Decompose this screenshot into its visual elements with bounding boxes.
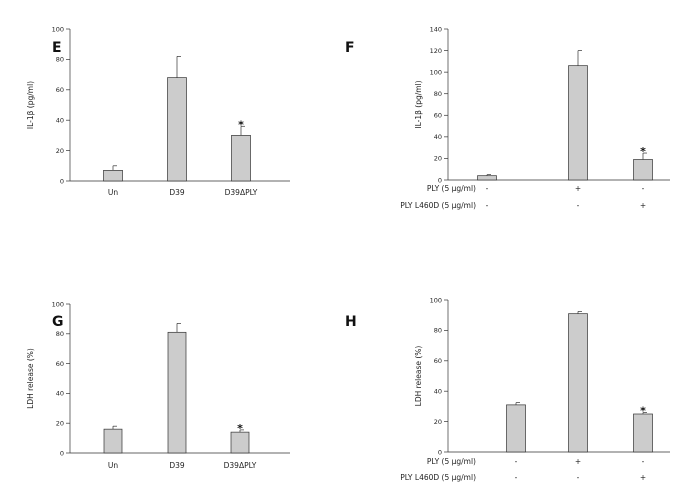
y-tick-label: 60	[434, 357, 442, 365]
y-axis-label: LDH release (%)	[26, 348, 35, 409]
y-tick-label: 0	[438, 176, 442, 184]
condition-label: PLY (5 μg/ml)	[427, 457, 476, 466]
y-tick-label: 100	[52, 25, 64, 33]
bar	[568, 313, 588, 453]
condition-sign: -	[486, 201, 489, 210]
chart-panel-f: F IL-1β (pg/ml) 0 20 40 60 80 100 120 140 * PLY (5 …	[345, 25, 670, 210]
chart-panel-g: G LDH release (%) 0 20 40 60 80 100 * Un D39 D39ΔPL…	[26, 300, 290, 470]
chart-panel-h: H LDH release (%) 0 20 40 60 80 100 * PLY (5 μg/m…	[345, 296, 670, 482]
y-axis-label: IL-1β (pg/ml)	[26, 81, 35, 129]
condition-sign: -	[577, 201, 580, 210]
condition-sign: -	[642, 457, 645, 466]
condition-sign: -	[577, 473, 580, 482]
panel-label: H	[345, 314, 357, 330]
y-tick-label: 20	[434, 418, 442, 426]
y-tick-label: 40	[56, 117, 64, 125]
chart-panel-e: E IL-1β (pg/ml) 0 20 40 60 80 100 * Un D39 D39ΔPLY	[26, 25, 290, 197]
significance-marker: *	[640, 145, 646, 158]
condition-sign: +	[575, 457, 581, 466]
y-tick-label: 100	[430, 68, 442, 76]
bar	[633, 413, 653, 453]
bar	[633, 159, 653, 181]
y-tick-label: 60	[434, 112, 442, 120]
bar	[230, 431, 250, 454]
x-category-label: D39ΔPLY	[224, 461, 257, 470]
y-tick-label: 20	[56, 147, 64, 155]
condition-label: PLY (5 μg/ml)	[427, 184, 476, 193]
condition-sign: +	[640, 201, 646, 210]
x-category-label: Un	[108, 188, 118, 197]
y-tick-label: 0	[60, 177, 64, 185]
y-tick-label: 40	[56, 390, 64, 398]
condition-sign: +	[640, 473, 646, 482]
y-tick-label: 40	[434, 133, 442, 141]
y-tick-label: 80	[56, 330, 64, 338]
y-tick-label: 80	[434, 327, 442, 335]
y-tick-label: 80	[56, 56, 64, 64]
x-category-label: D39	[169, 188, 185, 197]
y-axis-label: LDH release (%)	[414, 346, 423, 407]
significance-marker: *	[640, 404, 646, 417]
condition-label: PLY L460D (5 μg/ml)	[400, 201, 476, 210]
y-tick-label: 100	[52, 300, 64, 308]
y-tick-label: 0	[60, 449, 64, 457]
y-tick-label: 40	[434, 388, 442, 396]
condition-sign: -	[515, 457, 518, 466]
y-tick-label: 20	[434, 155, 442, 163]
y-tick-label: 80	[434, 90, 442, 98]
y-tick-label: 60	[56, 360, 64, 368]
bar	[568, 65, 588, 181]
y-tick-label: 60	[56, 86, 64, 94]
y-tick-label: 120	[430, 47, 442, 55]
condition-sign: -	[486, 184, 489, 193]
panel-label: E	[52, 40, 62, 56]
bar	[231, 135, 251, 182]
panel-label: F	[345, 40, 355, 56]
significance-marker: *	[238, 118, 244, 131]
y-tick-label: 20	[56, 420, 64, 428]
condition-label: PLY L460D (5 μg/ml)	[400, 473, 476, 482]
condition-sign: -	[642, 184, 645, 193]
bar	[103, 428, 123, 454]
x-category-label: Un	[108, 461, 118, 470]
y-tick-label: 0	[438, 448, 442, 456]
y-tick-label: 140	[430, 25, 442, 33]
condition-sign: -	[515, 473, 518, 482]
x-category-label: D39ΔPLY	[225, 188, 258, 197]
x-category-label: D39	[169, 461, 185, 470]
bar	[167, 331, 187, 454]
y-axis-label: IL-1β (pg/ml)	[414, 80, 423, 128]
panel-label: G	[52, 314, 64, 330]
bar	[506, 404, 526, 453]
condition-sign: +	[575, 184, 581, 193]
bar	[103, 170, 123, 182]
y-tick-label: 100	[430, 296, 442, 304]
bar	[167, 77, 187, 182]
bar	[477, 175, 497, 181]
significance-marker: *	[237, 422, 243, 435]
